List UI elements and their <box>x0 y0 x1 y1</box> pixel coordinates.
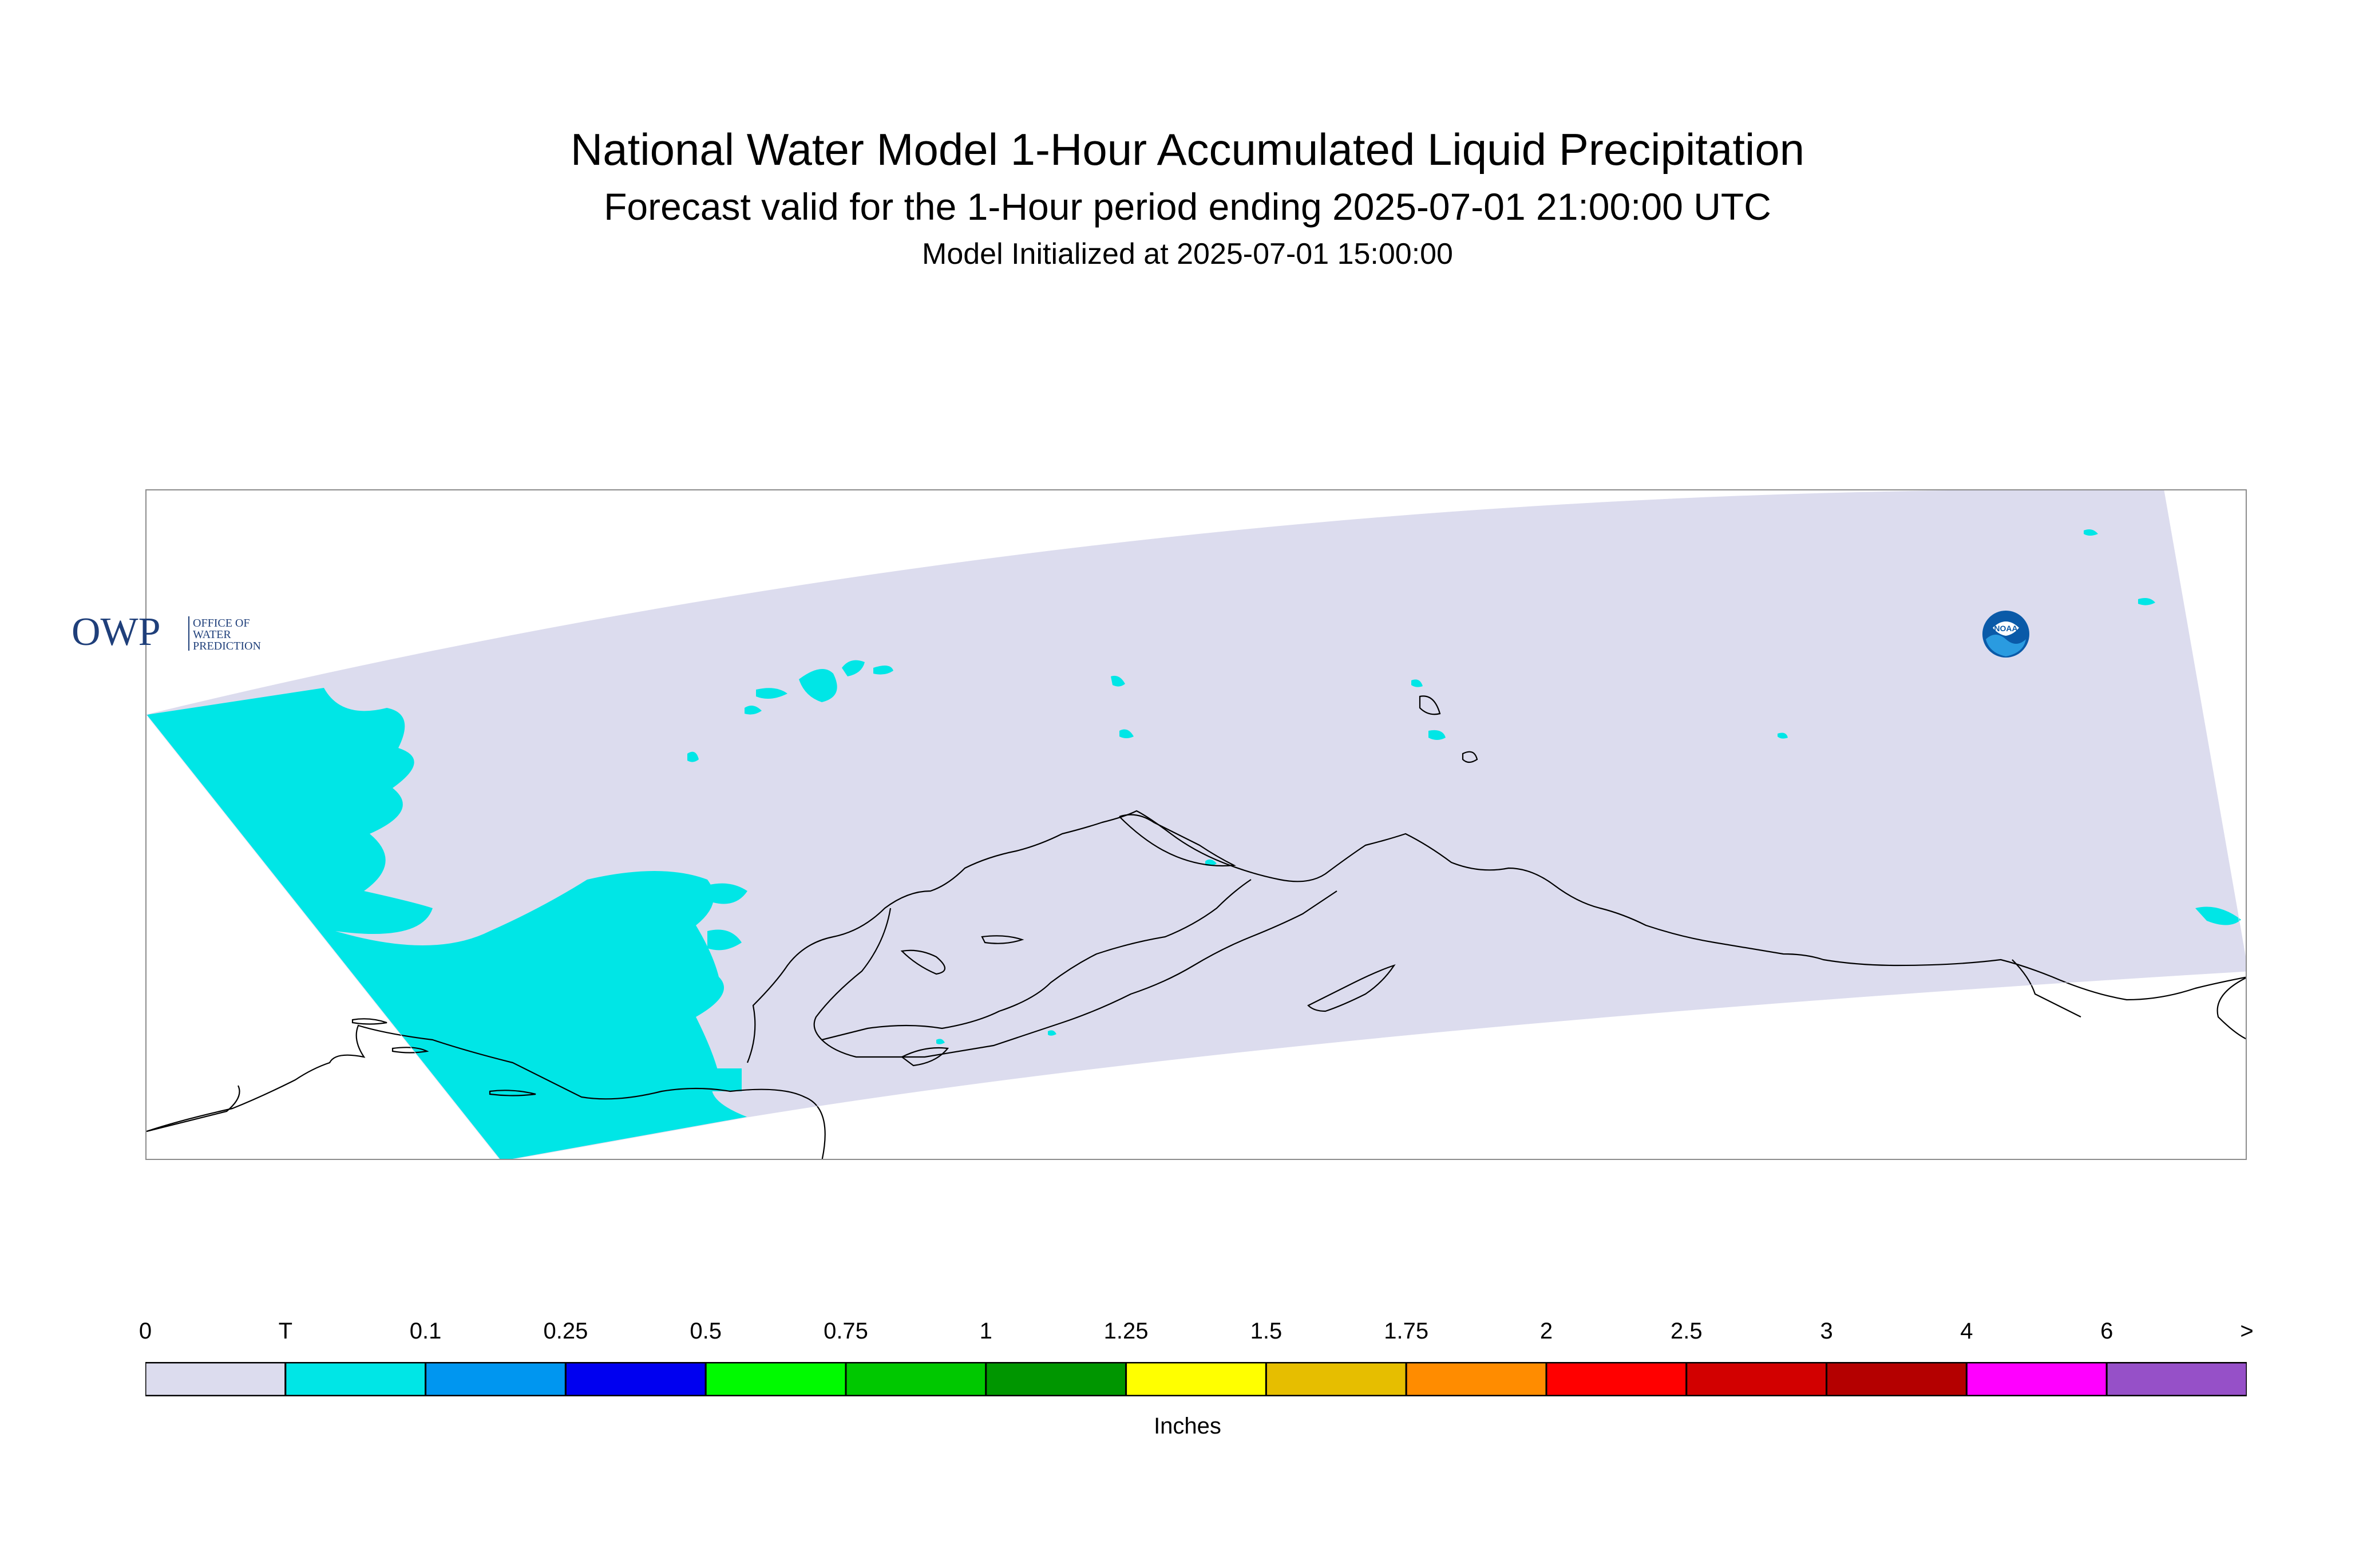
precip-cell <box>1119 729 1134 738</box>
precip-cell <box>2138 598 2155 605</box>
noaa-logo-text: NOAA <box>1994 624 2017 633</box>
precip-cell <box>756 688 787 699</box>
colorbar-bin <box>1545 1362 1688 1396</box>
colorbar-units: Inches <box>1154 1413 1221 1439</box>
island <box>981 935 1024 944</box>
coastline-west <box>147 1085 240 1133</box>
precip-cell <box>1205 859 1217 866</box>
island <box>489 1090 536 1096</box>
precip-trace-areas <box>147 529 2241 1159</box>
owp-logo-line3: PREDICTION <box>193 640 261 652</box>
colorbar-bin <box>284 1362 427 1396</box>
precip-cell <box>707 1068 742 1091</box>
colorbar <box>145 1362 2247 1396</box>
colorbar-tick-label: 0 <box>138 1318 152 1344</box>
coastline-bristol-bay <box>813 879 1252 1041</box>
precipitation-map <box>145 489 2247 1160</box>
island <box>391 1047 429 1054</box>
noaa-logo: NOAA <box>1982 611 2029 658</box>
owp-logo-line2: WATER <box>193 628 231 641</box>
domain-edge <box>147 490 2246 1159</box>
owp-logo-line1: OFFICE OF <box>193 617 250 629</box>
coastline <box>147 695 2246 1159</box>
island <box>900 1047 949 1067</box>
precip-cell <box>707 883 747 904</box>
colorbar-tick-label: 3 <box>1820 1318 1833 1344</box>
coastline-east <box>2216 977 2246 1040</box>
colorbar-tick-label: 2 <box>1539 1318 1553 1344</box>
precip-cell <box>745 706 762 715</box>
colorbar-bin <box>564 1362 707 1396</box>
colorbar-bin <box>425 1362 567 1396</box>
owp-logo-text: OWP <box>72 610 161 654</box>
colorbar-bin <box>985 1362 1127 1396</box>
colorbar-tick-label: 2.5 <box>1670 1318 1703 1344</box>
precip-cell <box>1428 730 1446 740</box>
precip-cell <box>1411 679 1423 687</box>
colorbar-bin <box>145 1362 287 1396</box>
precip-cell <box>1111 675 1125 687</box>
colorbar-tick-label: > <box>2240 1318 2254 1344</box>
model-init-label: Model Initialized at 2025-07-01 15:00:00 <box>922 237 1453 271</box>
colorbar-tick-label: 1 <box>979 1318 992 1344</box>
colorbar-tick-label: 0.5 <box>690 1318 722 1344</box>
coastline-mainland <box>147 1024 826 1159</box>
colorbar-bin <box>2105 1362 2247 1396</box>
map-title: National Water Model 1-Hour Accumulated … <box>570 124 1805 175</box>
precip-cell <box>2084 529 2098 536</box>
colorbar-tick-label: 1.5 <box>1250 1318 1282 1344</box>
colorbar-bin <box>1965 1362 2108 1396</box>
kodiak-island <box>1307 964 1396 1012</box>
colorbar-bin <box>1826 1362 1968 1396</box>
island <box>900 949 946 975</box>
precip-cell <box>1778 732 1788 739</box>
colorbar-tick-label: 0.75 <box>824 1318 868 1344</box>
island <box>1462 751 1478 763</box>
colorbar-tick-label: T <box>278 1318 293 1344</box>
precip-cell <box>687 751 699 762</box>
coastline-cook-inlet <box>1119 814 1236 867</box>
precip-area-southwest <box>547 1027 682 1108</box>
precip-cell <box>2195 906 2241 925</box>
precip-cell <box>1048 1030 1056 1036</box>
colorbar-tick-label: 4 <box>1960 1318 1973 1344</box>
precip-cell <box>799 669 837 702</box>
map-canvas <box>147 490 2246 1159</box>
colorbar-tick-label: 0.1 <box>409 1318 442 1344</box>
island <box>351 1018 387 1025</box>
colorbar-tick-label: 1.75 <box>1384 1318 1429 1344</box>
precip-cell <box>936 1039 945 1044</box>
colorbar-tick-label: 0.25 <box>543 1318 588 1344</box>
colorbar-bin <box>845 1362 987 1396</box>
colorbar-bin <box>704 1362 847 1396</box>
owp-logo: OWP OFFICE OF WATER PREDICTION <box>72 610 261 654</box>
precip-cell <box>707 929 742 951</box>
colorbar-bin <box>1685 1362 1828 1396</box>
precip-cell <box>873 666 893 675</box>
precip-cell <box>842 660 865 676</box>
colorbar-tick-label: 6 <box>2100 1318 2113 1344</box>
island <box>1419 695 1441 715</box>
colorbar-bin <box>1265 1362 1407 1396</box>
coastline-southeast <box>2012 959 2081 1017</box>
colorbar-tick-label: 1.25 <box>1103 1318 1149 1344</box>
map-subtitle: Forecast valid for the 1-Hour period end… <box>604 185 1771 228</box>
coastline-peninsula-north <box>746 810 2246 1063</box>
colorbar-bin <box>1125 1362 1267 1396</box>
colorbar-bin <box>1405 1362 1547 1396</box>
